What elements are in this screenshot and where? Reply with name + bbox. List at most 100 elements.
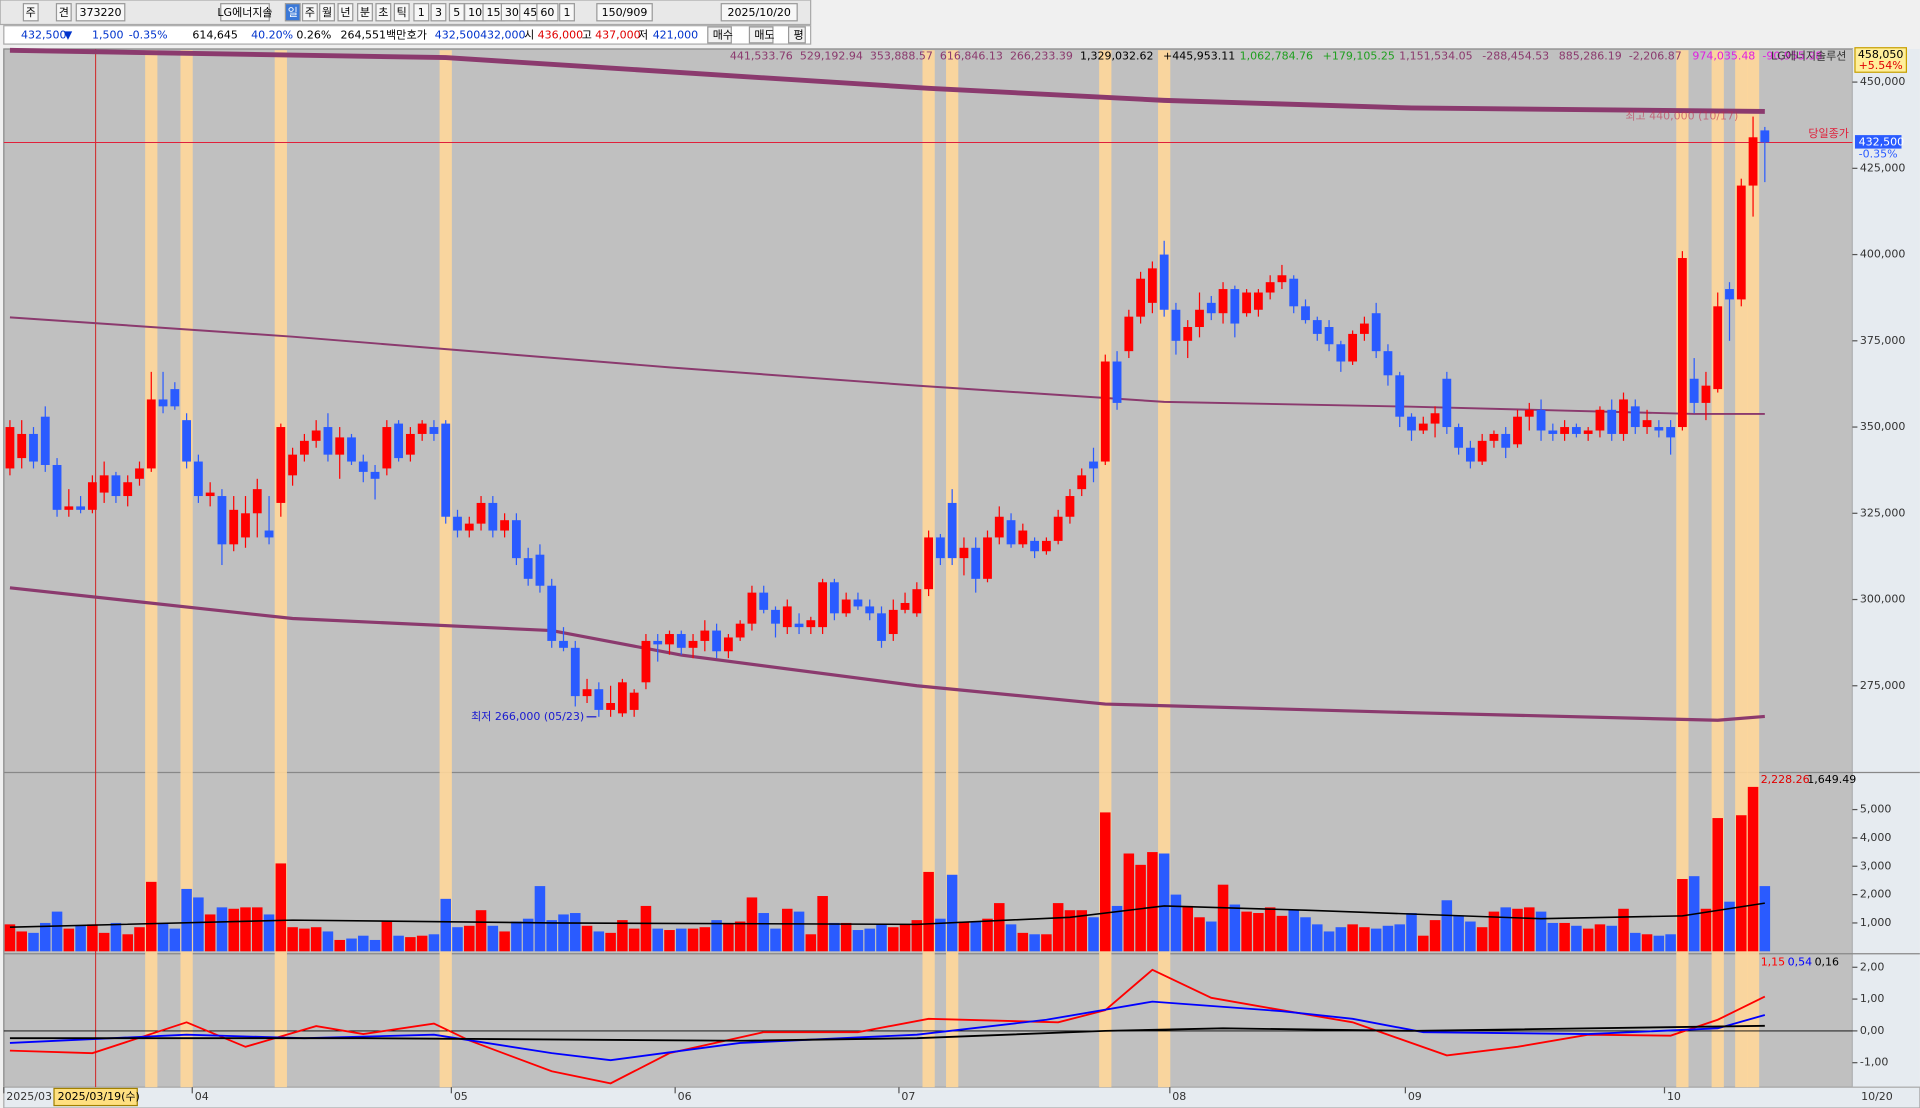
volume-bar xyxy=(393,935,404,952)
toolbar-button[interactable] xyxy=(596,3,653,22)
toolbar-button[interactable] xyxy=(559,3,575,22)
trade-button[interactable] xyxy=(748,26,774,44)
candle-body xyxy=(1053,516,1063,541)
candle-body xyxy=(1736,185,1746,300)
candle-body xyxy=(1006,520,1016,545)
y-tick-label: 450,000 xyxy=(1860,75,1906,88)
candle-body xyxy=(853,599,863,607)
candle-body xyxy=(1595,409,1605,431)
ma-value: 353,888.57 xyxy=(870,49,933,62)
toolbar-button[interactable] xyxy=(337,3,354,22)
volume-bar xyxy=(770,928,781,952)
candle-body xyxy=(747,592,757,624)
trade-button[interactable] xyxy=(707,26,732,44)
toolbar-button[interactable] xyxy=(720,3,798,22)
candle-body xyxy=(1583,430,1593,434)
ma-value: 529,192.94 xyxy=(800,49,863,62)
volume-bar xyxy=(1406,913,1417,952)
candle-body xyxy=(700,630,710,641)
trade-button[interactable] xyxy=(787,26,806,44)
volume-bar xyxy=(1736,815,1747,952)
candle-body xyxy=(1713,306,1723,390)
quote-text: 매도 xyxy=(754,29,774,42)
candle-body xyxy=(665,634,674,645)
y-tick-label: 5,000 xyxy=(1860,803,1891,816)
candle-body xyxy=(99,475,109,493)
candle-body xyxy=(1454,427,1464,448)
ma-value: 974,035.48 xyxy=(1692,49,1755,62)
toolbar-button[interactable] xyxy=(284,3,301,22)
volume-bar xyxy=(1641,934,1653,952)
toolbar-button[interactable] xyxy=(413,3,430,22)
candle-body xyxy=(971,547,981,579)
volume-bar xyxy=(334,939,345,952)
volume-bar xyxy=(1241,911,1252,952)
y-tick-label: 2,00 xyxy=(1860,960,1884,973)
candle-body xyxy=(1430,413,1440,424)
toolbar-label: 60 xyxy=(540,6,554,19)
indicator-header: 0,54 xyxy=(1788,955,1812,968)
candle-body xyxy=(629,692,639,710)
candle-body xyxy=(1089,461,1098,469)
quote-text: 0.26% xyxy=(296,29,331,42)
candle-body xyxy=(205,492,215,497)
toolbar-button[interactable] xyxy=(319,3,335,22)
toolbar-button[interactable] xyxy=(301,3,318,22)
volume-bar xyxy=(711,920,722,952)
quote-text: 264,551백만 xyxy=(340,29,406,42)
candle-body xyxy=(1159,254,1169,310)
toolbar-button[interactable] xyxy=(55,3,72,22)
volume-bar xyxy=(228,908,239,952)
candle-body xyxy=(1689,378,1699,403)
candle-body xyxy=(1701,385,1711,403)
toolbar-button[interactable] xyxy=(22,3,39,22)
cursor-label-box xyxy=(53,1087,138,1107)
ma-value: -2,206.87 xyxy=(1629,49,1682,62)
quote-text: 시 xyxy=(524,29,534,42)
volume-bar xyxy=(935,918,946,952)
toolbar-button[interactable] xyxy=(220,3,270,22)
volume-bar xyxy=(511,921,522,952)
volume-bar xyxy=(181,888,192,952)
toolbar-label: 15 xyxy=(487,6,501,19)
toolbar-label: 30 xyxy=(505,6,519,19)
candle-body xyxy=(1030,540,1040,552)
candle-body xyxy=(5,427,15,469)
toolbar-button[interactable] xyxy=(357,3,373,22)
candle-body xyxy=(382,427,392,469)
toolbar-button[interactable] xyxy=(536,3,559,22)
candle-body xyxy=(417,423,427,434)
candle-body xyxy=(688,640,698,648)
toolbar-button[interactable] xyxy=(393,3,410,22)
price-box-text: 458,050 xyxy=(1858,48,1904,61)
volume-bar xyxy=(1206,921,1217,952)
volume-bar xyxy=(322,931,334,952)
volume-bar xyxy=(534,886,546,952)
candle-body xyxy=(1147,268,1157,303)
candle-body xyxy=(723,637,733,652)
candle-body xyxy=(582,689,592,697)
volume-bar xyxy=(1041,934,1052,952)
volume-bar xyxy=(1300,917,1311,952)
candle-body xyxy=(1442,378,1452,428)
indicator-line xyxy=(9,1000,1766,1062)
toolbar-label: 1 xyxy=(418,6,425,19)
toolbar-button[interactable] xyxy=(75,3,126,22)
candle-body xyxy=(441,423,451,517)
candle-body xyxy=(1312,320,1322,334)
candle-body xyxy=(900,602,910,610)
toolbar-label: 5 xyxy=(453,6,460,19)
toolbar-button[interactable] xyxy=(375,3,392,22)
volume-bar xyxy=(1488,911,1500,952)
price-box-current xyxy=(1854,135,1902,149)
candle-body xyxy=(1359,323,1369,334)
volume-bar xyxy=(1547,922,1559,952)
candle-body xyxy=(1195,309,1204,328)
toolbar-button[interactable] xyxy=(430,3,447,22)
quote-text: 421,000 xyxy=(653,29,699,42)
volume-bar xyxy=(1229,904,1241,952)
y-tick-label: -1,00 xyxy=(1860,1056,1888,1069)
volume-bar xyxy=(1194,917,1205,952)
volume-bar xyxy=(546,920,557,952)
volume-bar xyxy=(1429,920,1441,952)
